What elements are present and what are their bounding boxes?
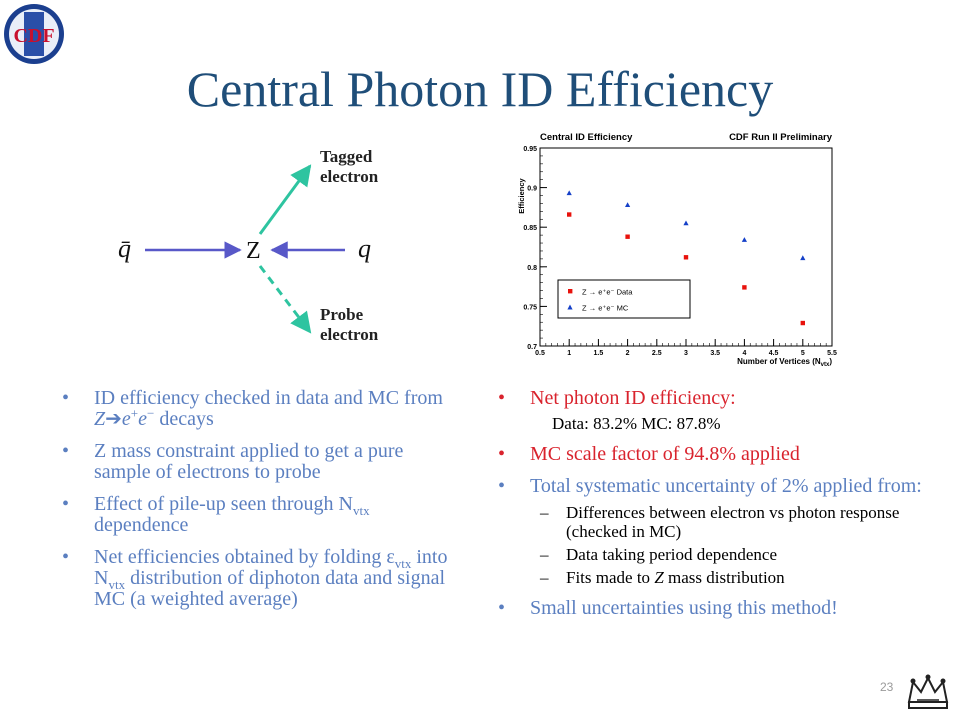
cdf-logo-text: CDF: [13, 25, 54, 47]
sub-bullet-1: Differences between electron vs photon r…: [530, 503, 958, 541]
left-bullet-2: Z mass constraint applied to get a pure …: [62, 441, 462, 483]
x-tick-label: 3.5: [710, 350, 720, 357]
left-bullet-4: Net efficiencies obtained by folding εvt…: [62, 547, 462, 610]
page-title: Central Photon ID Efficiency: [186, 61, 774, 117]
sub-bullet-2: Data taking period dependence: [530, 545, 958, 564]
data-point: [742, 285, 747, 290]
x-tick-label: 1: [567, 350, 571, 357]
data-point: [800, 320, 805, 326]
y-tick-label: 0.9: [527, 186, 537, 193]
x-tick-label: 5.5: [827, 350, 837, 357]
y-tick-label: 0.7: [527, 344, 537, 351]
x-tick-label: 4.5: [769, 350, 779, 357]
right-bullet-2: MC scale factor of 94.8% applied: [498, 444, 958, 466]
sub-bullet-3: Fits made to Z mass distribution: [530, 568, 958, 587]
right-bullet-1: Net photon ID efficiency:: [498, 388, 958, 410]
probe-electron-arrow: [258, 265, 312, 334]
x-tick-label: 1.5: [594, 350, 604, 357]
slide-number: 23: [880, 680, 894, 694]
legend-marker: [568, 289, 573, 294]
y-tick-label: 0.75: [523, 304, 537, 311]
left-bullet-1: ID efficiency checked in data and MC fro…: [62, 388, 462, 430]
legend-label: Z → e⁺e⁻ Data: [582, 288, 633, 297]
chart-title: Central ID Efficiency: [540, 132, 633, 143]
x-tick-label: 4: [742, 350, 746, 357]
crown-logo: [907, 674, 949, 709]
y-tick-label: 0.8: [527, 265, 537, 272]
left-bullet-list: ID efficiency checked in data and MC fro…: [62, 388, 462, 621]
data-point: [625, 234, 630, 239]
right-bullet-3: Total systematic uncertainty of 2% appli…: [498, 476, 958, 588]
x-tick-label: 3: [684, 350, 688, 357]
qbar-label: q̄: [118, 234, 131, 263]
efficiency-chart: Central ID Efficiency CDF Run II Prelimin…: [517, 132, 837, 368]
right-bullet-4: Small uncertainties using this method!: [498, 598, 958, 620]
tagged-label-1: Tagged: [320, 147, 373, 166]
data-point: [567, 212, 572, 217]
x-tick-label: 0.5: [535, 350, 545, 357]
legend-marker: [567, 304, 573, 310]
y-tick-label: 0.85: [523, 225, 537, 232]
x-tick-label: 5: [801, 350, 805, 357]
mc-point: [566, 190, 572, 196]
q-label: q: [358, 234, 371, 263]
mc-point: [683, 220, 689, 226]
mc-point: [625, 202, 631, 208]
x-tick-label: 2: [626, 350, 630, 357]
mc-point: [800, 255, 806, 261]
z-label: Z: [246, 238, 261, 264]
x-tick-label: 2.5: [652, 350, 662, 357]
efficiency-values: Data: 83.2% MC: 87.8%: [552, 414, 721, 433]
right-bullet-list: Net photon ID efficiency: Data: 83.2% MC…: [498, 388, 958, 630]
tagged-label-2: electron: [320, 167, 379, 186]
tagged-electron-arrow: [258, 164, 312, 235]
x-axis-label: Number of Vertices (Nvtx): [737, 357, 832, 368]
probe-label-1: Probe: [320, 305, 364, 324]
data-point: [683, 255, 689, 260]
cdf-logo: CDF: [4, 4, 64, 64]
z-decay-diagram: q̄ Z q Tagged electron Probe electron: [118, 147, 379, 344]
y-axis-label: Efficiency: [517, 177, 526, 213]
legend-label: Z → e⁺e⁻ MC: [582, 304, 629, 313]
left-bullet-3: Effect of pile-up seen through Nvtx depe…: [62, 494, 462, 536]
chart-legend: [557, 279, 691, 319]
chart-subtitle: CDF Run II Preliminary: [729, 132, 833, 143]
probe-label-2: electron: [320, 325, 379, 344]
mc-point: [741, 237, 747, 242]
y-tick-label: 0.95: [523, 146, 537, 153]
